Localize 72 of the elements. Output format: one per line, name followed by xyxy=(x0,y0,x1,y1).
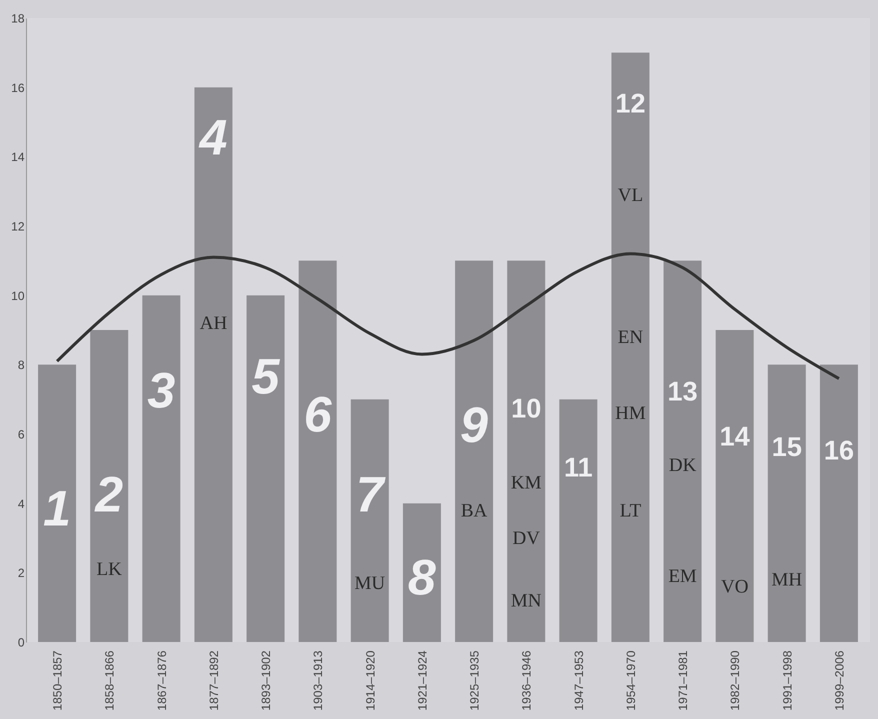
annotation: HM xyxy=(615,403,646,424)
x-tick-label: 1858–1866 xyxy=(102,650,117,711)
bar xyxy=(298,260,337,642)
annotation: 14 xyxy=(720,421,750,452)
bar xyxy=(716,330,754,642)
annotation: KM xyxy=(510,472,542,494)
annotation: 15 xyxy=(772,432,802,462)
x-tick-label: 1982–1990 xyxy=(728,650,742,711)
y-tick-label: 12 xyxy=(11,220,25,234)
annotation: 8 xyxy=(408,550,436,606)
annotation: MH xyxy=(772,570,802,591)
annotation: 10 xyxy=(511,394,542,424)
y-tick-label: 14 xyxy=(11,150,25,164)
x-tick-label: 1991–1998 xyxy=(780,650,794,711)
annotation: 4 xyxy=(198,109,228,166)
bar xyxy=(142,295,180,642)
annotation: MU xyxy=(354,573,386,594)
bar xyxy=(611,52,650,642)
annotation: LT xyxy=(620,500,642,522)
annotation: 5 xyxy=(252,348,281,405)
annotation: 6 xyxy=(304,386,333,443)
x-tick-label: 1925–1935 xyxy=(468,650,482,711)
y-tick-label: 0 xyxy=(18,636,25,650)
y-tick-label: 4 xyxy=(18,496,25,511)
x-tick-label: 1903–1913 xyxy=(311,650,326,711)
annotation: AH xyxy=(200,313,228,334)
x-tick-label: 1936–1946 xyxy=(520,650,534,711)
bar xyxy=(455,260,494,642)
annotation: 2 xyxy=(94,466,124,522)
x-tick-label: 1947–1953 xyxy=(572,650,586,711)
annotation: EN xyxy=(618,326,644,348)
bar xyxy=(768,364,806,642)
y-tick-label: 2 xyxy=(18,566,25,580)
x-tick-label: 1954–1970 xyxy=(624,650,638,711)
bar xyxy=(246,295,285,642)
annotation: 1 xyxy=(43,480,71,536)
x-tick-label: 1999–2006 xyxy=(832,650,846,711)
bar xyxy=(350,399,389,642)
annotation: MN xyxy=(510,590,542,612)
x-tick-label: 1971–1981 xyxy=(676,650,690,711)
y-tick-label: 16 xyxy=(11,80,25,95)
y-tick-label: 8 xyxy=(18,358,25,372)
x-tick-label: 1921–1924 xyxy=(415,650,430,711)
annotation: LK xyxy=(96,559,122,580)
annotation: 7 xyxy=(356,466,386,522)
annotation: 13 xyxy=(668,376,698,406)
annotation: 16 xyxy=(824,435,854,466)
bar xyxy=(820,364,858,642)
x-tick-label: 1850–1857 xyxy=(50,650,65,711)
x-tick-label: 1914–1920 xyxy=(363,650,378,711)
x-tick-label: 1867–1876 xyxy=(154,650,169,711)
annotation: VL xyxy=(618,184,644,206)
bar xyxy=(507,260,546,642)
bar xyxy=(38,364,76,642)
annotation: EM xyxy=(668,566,697,588)
annotation: DV xyxy=(512,528,540,549)
annotation: 9 xyxy=(460,397,488,454)
annotation: 11 xyxy=(564,452,593,483)
annotation: VO xyxy=(720,576,748,598)
annotation: 3 xyxy=(147,362,176,418)
x-tick-label: 1877–1892 xyxy=(206,650,221,711)
bar xyxy=(559,399,598,642)
bar xyxy=(194,87,232,642)
x-tick-label: 1893–1902 xyxy=(259,650,274,711)
annotation: BA xyxy=(460,500,488,522)
y-tick-label: 6 xyxy=(18,428,25,442)
y-tick-label: 10 xyxy=(11,288,25,303)
bar xyxy=(664,260,702,642)
annotation: DK xyxy=(668,455,697,476)
bar xyxy=(90,330,128,642)
y-tick-label: 18 xyxy=(11,12,25,26)
annotation: 12 xyxy=(615,88,646,119)
